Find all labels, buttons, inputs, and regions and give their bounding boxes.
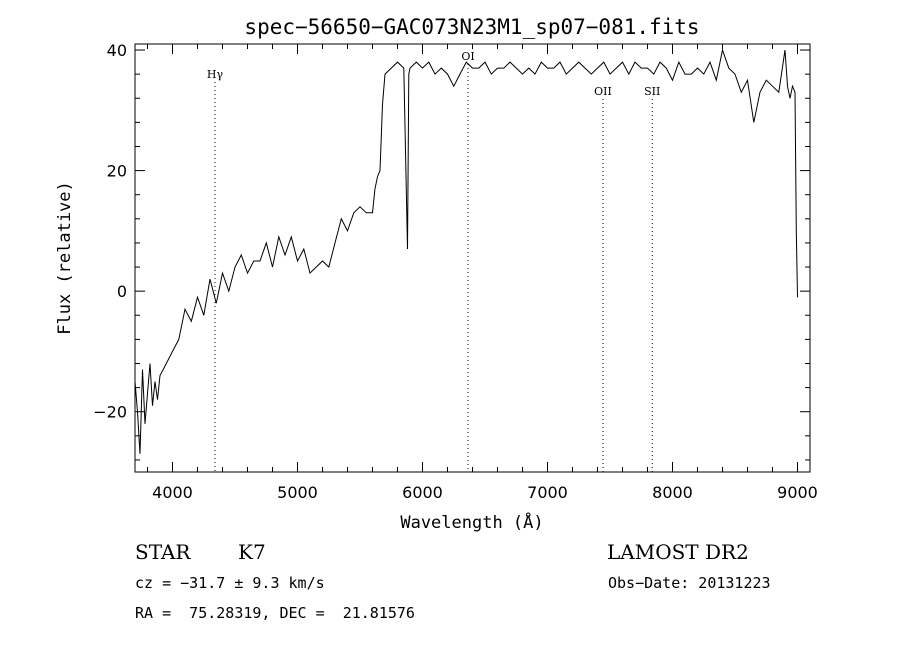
- plot-frame: [134, 43, 811, 473]
- survey-label: LAMOST DR2: [607, 540, 749, 564]
- x-tick-label: 6000: [402, 483, 443, 502]
- line-marker-label: Hγ: [207, 68, 224, 81]
- y-tick-label: 0: [117, 282, 127, 301]
- x-tick-label: 8000: [652, 483, 693, 502]
- line-marker-label: SII: [644, 85, 660, 98]
- class-label: STAR: [135, 540, 191, 564]
- chart-title: spec−56650−GAC073N23M1_sp07−081.fits: [244, 15, 699, 39]
- subclass-label: K7: [238, 540, 266, 564]
- y-tick-label: −20: [93, 403, 127, 422]
- redshift-text: cz = −31.7 ± 9.3 km/s: [135, 574, 325, 592]
- line-marker-label: OII: [594, 85, 612, 98]
- axis-ticks: 4000 5000 6000 7000 8000 9000 −20 0 20 40: [93, 41, 818, 502]
- x-tick-label: 7000: [527, 483, 568, 502]
- spectrum-line: [134, 48, 798, 454]
- coordinates-text: RA = 75.28319, DEC = 21.81576: [135, 604, 415, 622]
- emission-line-markers: Hγ OI OII SII: [207, 50, 660, 472]
- x-tick-label: 4000: [152, 483, 193, 502]
- y-axis-label: Flux (relative): [55, 181, 75, 335]
- x-tick-label: 9000: [777, 483, 818, 502]
- x-tick-label: 5000: [277, 483, 318, 502]
- line-marker-label: OI: [461, 50, 474, 63]
- x-axis-label: Wavelength (Å): [400, 511, 543, 533]
- obs-date-text: Obs−Date: 20131223: [608, 574, 771, 592]
- y-tick-label: 40: [107, 41, 127, 60]
- y-tick-label: 20: [107, 162, 127, 181]
